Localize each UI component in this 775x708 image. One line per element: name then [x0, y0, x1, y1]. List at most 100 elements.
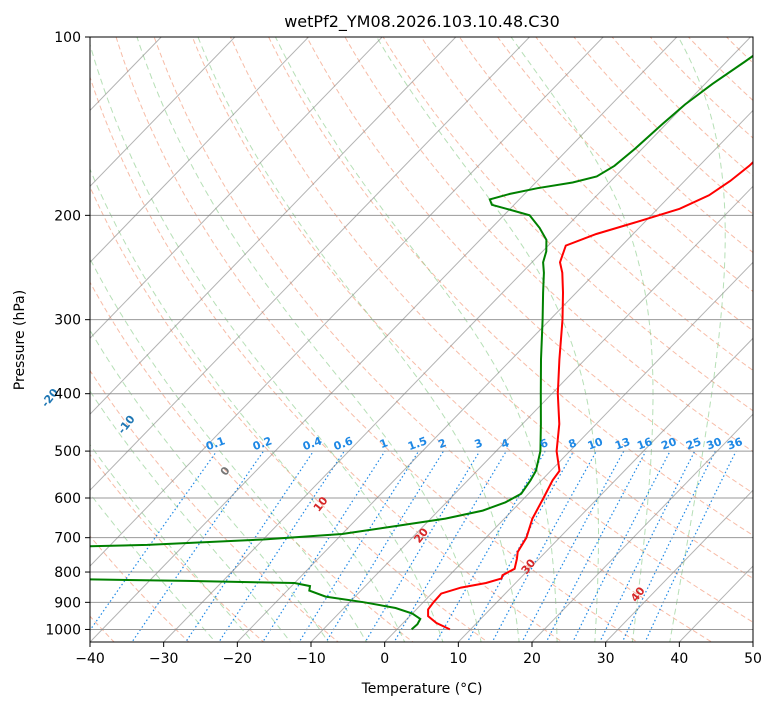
dry-adiabat-line: [90, 185, 489, 642]
x-tick-label: 30: [597, 651, 615, 667]
dry-adiabat-line: [738, 10, 775, 654]
dry-adiabat-label: 30: [519, 556, 539, 576]
dry-adiabat-line: [90, 535, 190, 642]
mixing-ratio-line: [572, 450, 671, 642]
isotherm-line: [236, 109, 753, 642]
mixing-ratio-line: [644, 450, 737, 642]
isotherm-line: [163, 37, 752, 642]
x-tick-label: 20: [523, 651, 541, 667]
mixing-ratio-label: 16: [635, 435, 654, 453]
isotherm-line: [605, 489, 753, 642]
y-tick-label: 400: [54, 387, 81, 403]
x-axis-ticks: −40 −30 −20 −10 0 10 20 30 40 50: [75, 642, 762, 667]
dry-adiabat-line: [306, 37, 753, 494]
dewpoint-profile: [90, 54, 753, 631]
dry-adiabat-line: [496, 37, 753, 293]
isotherm-line: [90, 37, 457, 415]
moist-adiabat-line: [90, 42, 444, 642]
mixing-ratio-label: 6: [538, 436, 550, 451]
mixing-ratio-line: [435, 450, 546, 642]
isotherm-line: [90, 37, 604, 567]
mixing-ratio-line: [90, 450, 218, 632]
mixing-ratio-label: 20: [659, 435, 678, 453]
y-axis-label: Pressure (hPa): [12, 290, 28, 390]
chart-title: wetPf2_YM08.2026.103.10.48.C30: [284, 12, 560, 32]
y-axis-ticks: 1000 900 800 700 600 500 400 300 200 100: [45, 30, 90, 638]
mixing-ratio-label: 2: [436, 436, 448, 451]
mixing-ratio-line: [393, 450, 507, 642]
isotherm-line: [90, 37, 383, 339]
x-tick-label: −20: [223, 651, 253, 667]
x-tick-label: 50: [744, 651, 762, 667]
dry-adiabat-line: [90, 281, 414, 642]
moist-adiabat-line: [90, 390, 292, 642]
mixing-ratio-line: [364, 450, 481, 642]
mixing-ratio-line: [218, 450, 345, 642]
dry-adiabat-label: 20: [411, 525, 431, 545]
mixing-ratio-line: [491, 450, 597, 642]
mixing-ratio-label: 1: [378, 436, 390, 451]
y-tick-label: 900: [54, 595, 81, 611]
isotherm-line: [310, 185, 753, 642]
x-tick-label: −30: [149, 651, 179, 667]
mixing-ratio-line: [599, 450, 696, 642]
mixing-ratio-line: [325, 450, 445, 642]
mixing-ratio-label: 10: [586, 435, 605, 453]
temperature-profile: [427, 160, 753, 631]
mixing-ratio-label: 30: [705, 435, 724, 453]
mixing-ratio-line: [185, 450, 314, 642]
y-tick-label: 600: [54, 491, 81, 507]
y-tick-label: 1000: [45, 622, 81, 638]
mixing-ratio-label: 3: [473, 436, 485, 451]
y-tick-label: 500: [54, 444, 81, 460]
x-tick-label: 0: [380, 651, 389, 667]
mixing-ratio-label: 0.4: [301, 434, 324, 453]
dry-adiabat-line: [191, 37, 753, 623]
mixing-ratio-label: 8: [567, 436, 579, 451]
dry-adiabat-line: [725, 37, 753, 64]
moist-adiabat-line: [90, 492, 217, 642]
moist-adiabat-line: [136, 37, 482, 642]
moist-adiabat-line: [90, 257, 368, 642]
x-axis-label: Temperature (°C): [361, 681, 483, 697]
x-tick-label: −10: [296, 651, 326, 667]
dry-adiabat-label: 10: [311, 494, 331, 514]
dry-adiabat-line: [535, 37, 753, 254]
dry-adiabat-line: [268, 37, 753, 536]
dry-adiabat-line: [573, 37, 753, 215]
isotherm-line: [752, 641, 753, 642]
mixing-ratio-line: [262, 450, 386, 642]
dry-adiabat-line: [90, 75, 564, 642]
mixing-ratio-label: 1.5: [406, 434, 429, 453]
dry-adiabat-line: [115, 37, 638, 642]
moist-adiabat-line: [669, 37, 726, 642]
moist-adiabat-line: [510, 37, 654, 642]
x-tick-label: −40: [75, 651, 105, 667]
isotherm-line: [90, 37, 236, 188]
mixing-ratio-label: 0.2: [251, 434, 274, 453]
mixing-ratio-label: 4: [499, 436, 511, 451]
moist-adiabat-line: [90, 329, 329, 642]
mixing-ratio-label: 25: [684, 435, 703, 452]
dry-adiabat-line: [649, 37, 753, 139]
isotherm-line: [457, 337, 753, 642]
dry-adiabat-line: [90, 453, 265, 642]
isotherm-line: [90, 37, 678, 642]
dry-adiabat-line: [229, 37, 753, 579]
mixing-ratio-label: 36: [725, 435, 744, 453]
isotherm-line: [531, 413, 753, 642]
mixing-ratio-label: 13: [613, 435, 632, 452]
dry-adiabat-line: [344, 37, 753, 453]
y-tick-label: 800: [54, 565, 81, 581]
y-tick-label: 100: [54, 30, 81, 46]
isotherm-line: [384, 261, 753, 642]
dry-adiabat-line: [420, 37, 753, 372]
dry-adiabat-line: [611, 37, 753, 177]
dry-adiabat-line: [458, 37, 753, 332]
dry-adiabat-line: [90, 369, 340, 642]
y-tick-label: 300: [54, 313, 81, 329]
chart-series: [90, 54, 753, 631]
isotherm-line: [90, 37, 162, 112]
moist-adiabat-line: [90, 167, 406, 642]
